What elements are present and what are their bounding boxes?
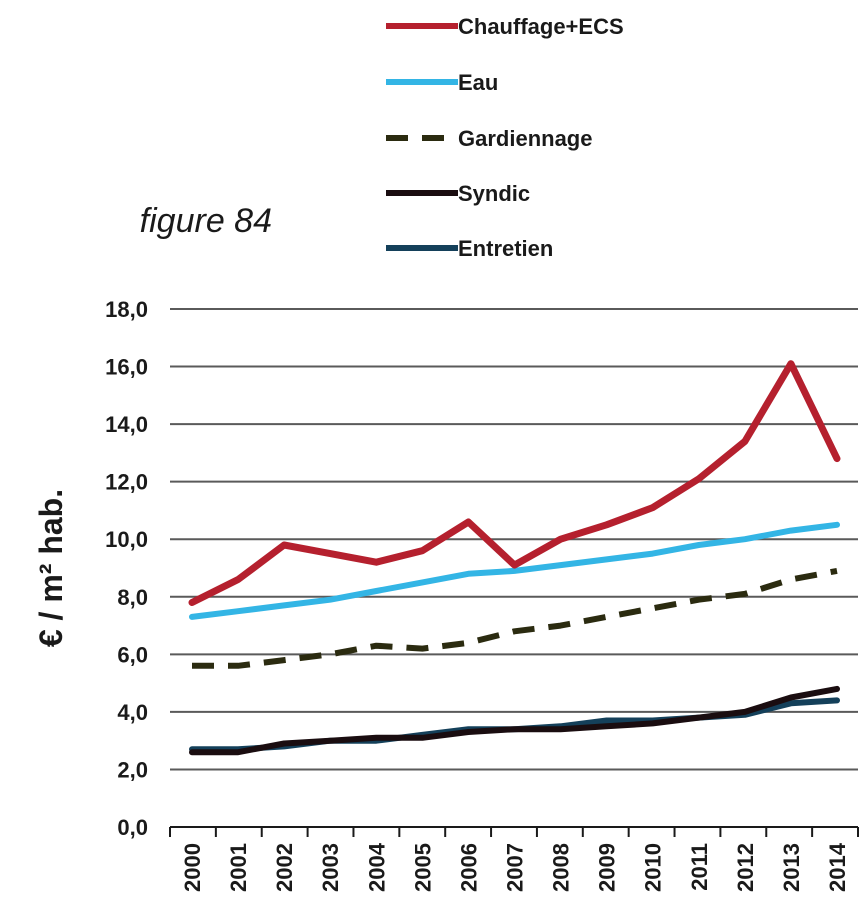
figure-caption: figure 84 xyxy=(140,202,272,240)
x-tick-label: 2013 xyxy=(779,843,804,892)
series-line-gardiennage xyxy=(192,567,838,669)
y-axis-title: € / m² hab. xyxy=(33,489,69,647)
y-tick-label: 0,0 xyxy=(117,815,148,840)
x-tick-label: 2000 xyxy=(180,843,205,892)
series-line-eau xyxy=(189,521,840,620)
y-axis-ticks: 0,0 2,0 4,0 6,0 8,0 10,0 12,0 14,0 16,0 18,0 xyxy=(105,297,148,840)
gridlines xyxy=(170,308,858,771)
legend: Chauffage+ECS Eau Gardiennage Syndic Entreti… xyxy=(386,14,624,261)
y-tick-label: 2,0 xyxy=(117,757,148,782)
x-tick-label: 2009 xyxy=(595,843,620,892)
y-tick-label: 4,0 xyxy=(117,700,148,725)
legend-label-chauffage-ecs: Chauffage+ECS xyxy=(458,14,624,39)
y-tick-label: 10,0 xyxy=(105,527,148,552)
series-line-syndic xyxy=(189,685,840,756)
x-axis-ticks: 2000 2001 2002 2003 2004 2005 2006 2007 2008 2009… xyxy=(169,827,859,892)
y-tick-label: 18,0 xyxy=(105,297,148,322)
x-tick-label: 2007 xyxy=(503,843,528,892)
y-tick-label: 16,0 xyxy=(105,355,148,380)
series-lines xyxy=(188,360,841,756)
x-tick-label: 2001 xyxy=(226,843,251,892)
y-tick-label: 12,0 xyxy=(105,470,148,495)
y-tick-label: 6,0 xyxy=(117,642,148,667)
x-tick-label: 2011 xyxy=(687,843,712,891)
x-tick-label: 2004 xyxy=(364,842,389,892)
x-tick-label: 2008 xyxy=(549,843,574,892)
x-tick-label: 2010 xyxy=(641,843,666,892)
y-tick-label: 14,0 xyxy=(105,412,148,437)
legend-label-gardiennage: Gardiennage xyxy=(458,126,592,151)
x-tick-label: 2014 xyxy=(825,842,850,892)
x-tick-label: 2003 xyxy=(318,843,343,892)
legend-label-syndic: Syndic xyxy=(458,181,530,206)
x-tick-label: 2006 xyxy=(456,843,481,892)
legend-label-eau: Eau xyxy=(458,70,498,95)
series-line-chauffage-ecs xyxy=(188,360,841,606)
x-tick-label: 2012 xyxy=(733,843,758,892)
legend-label-entretien: Entretien xyxy=(458,236,553,261)
x-tick-label: 2005 xyxy=(410,843,435,892)
y-tick-label: 8,0 xyxy=(117,585,148,610)
x-tick-label: 2002 xyxy=(272,843,297,892)
